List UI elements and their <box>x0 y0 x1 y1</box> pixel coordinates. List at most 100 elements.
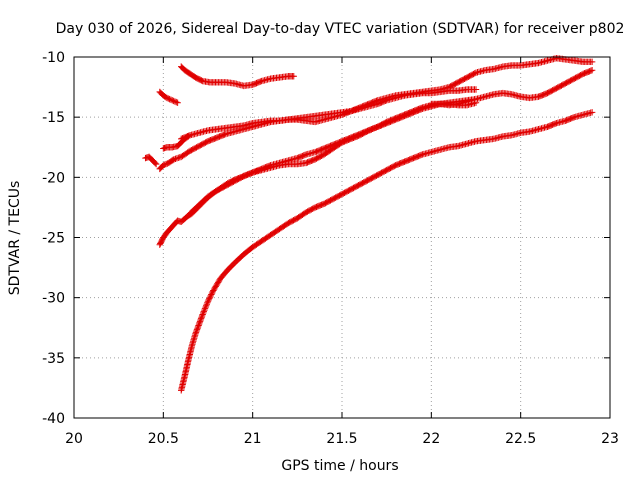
data-point-marker <box>290 73 297 80</box>
data-point-marker <box>588 67 596 74</box>
data-point-marker <box>183 134 191 141</box>
y-axis-label: SDTVAR / TECUs <box>7 181 23 296</box>
data-point-marker <box>161 161 168 168</box>
data-point-marker <box>169 97 176 104</box>
data-point-marker <box>417 151 425 159</box>
x-tick-label: 22.5 <box>505 431 536 447</box>
data-point-marker <box>212 283 219 290</box>
data-point-marker <box>199 311 206 318</box>
data-point-marker <box>171 98 179 105</box>
data-point-marker <box>195 322 202 329</box>
data-point-marker <box>215 277 223 285</box>
series-arc-8 <box>156 88 181 106</box>
data-point-marker <box>417 104 425 112</box>
data-point-marker <box>373 97 380 105</box>
x-tick-label: 23 <box>601 431 619 447</box>
series-arc-1 <box>178 109 596 394</box>
data-point-marker <box>162 160 170 168</box>
data-point-marker <box>588 58 596 66</box>
y-tick-label: -30 <box>42 291 65 307</box>
data-point-marker <box>257 78 264 85</box>
data-point-marker <box>211 284 219 291</box>
data-point-marker <box>221 131 228 138</box>
data-point-marker <box>471 70 478 77</box>
data-point-marker <box>201 305 209 312</box>
data-marks <box>142 55 596 394</box>
data-point-marker <box>203 301 211 308</box>
x-tick-label: 22 <box>422 431 440 447</box>
data-point-marker <box>200 308 208 315</box>
data-point-marker <box>213 281 220 289</box>
data-point-marker <box>174 99 181 106</box>
data-point-marker <box>196 318 204 325</box>
data-point-marker <box>173 98 180 106</box>
x-axis-label: GPS time / hours <box>281 458 398 474</box>
series-arc-9 <box>178 63 297 90</box>
data-point-marker <box>196 319 203 326</box>
data-point-marker <box>206 295 213 302</box>
data-point-marker <box>208 289 216 297</box>
series-arc-7 <box>142 153 160 168</box>
y-tick-label: -20 <box>42 170 65 186</box>
y-tick-label: -40 <box>42 411 65 427</box>
data-point-marker <box>193 326 201 333</box>
data-point-marker <box>200 309 207 317</box>
data-point-marker <box>194 325 201 332</box>
data-point-marker <box>204 298 212 305</box>
chart-title: Day 030 of 2026, Sidereal Day-to-day VTE… <box>56 21 625 37</box>
data-point-marker <box>170 97 177 105</box>
data-point-marker <box>163 94 171 102</box>
data-point-marker <box>551 120 559 127</box>
data-point-marker <box>208 291 215 298</box>
data-point-marker <box>197 316 204 324</box>
data-point-marker <box>192 330 199 337</box>
data-point-marker <box>165 95 172 102</box>
data-point-marker <box>210 285 218 293</box>
x-tick-label: 21 <box>244 431 262 447</box>
data-point-marker <box>160 162 167 169</box>
data-point-marker <box>472 86 480 93</box>
data-point-marker <box>587 67 595 74</box>
data-point-marker <box>206 294 214 301</box>
data-point-marker <box>207 292 214 300</box>
y-tick-label: -10 <box>42 50 65 66</box>
series-arc-10 <box>428 67 596 109</box>
data-point-marker <box>569 114 577 121</box>
data-point-marker <box>193 327 200 335</box>
data-point-marker <box>214 279 222 286</box>
x-tick-label: 21.5 <box>326 431 357 447</box>
data-point-marker <box>198 312 206 320</box>
data-point-marker <box>195 320 203 328</box>
data-point-marker <box>588 109 596 116</box>
data-point-marker <box>209 288 216 295</box>
data-point-marker <box>201 306 208 314</box>
series-arc-6 <box>160 133 192 152</box>
data-point-marker <box>166 95 173 103</box>
data-point-marker <box>248 169 255 177</box>
x-tick-labels: 20 20.5 21 21.5 22 22.5 23 <box>65 431 619 447</box>
data-point-marker <box>202 303 209 311</box>
y-tick-labels: -10 -15 -20 -25 -30 -35 -40 <box>42 50 65 427</box>
data-point-marker <box>197 315 205 322</box>
data-point-marker <box>185 133 192 140</box>
data-point-marker <box>152 159 159 167</box>
series-arc-5 <box>178 55 596 143</box>
y-tick-label: -15 <box>42 110 65 126</box>
y-tick-label: -25 <box>42 231 65 247</box>
data-point-marker <box>203 302 210 309</box>
y-tick-label: -35 <box>42 351 65 367</box>
data-point-marker <box>198 314 205 321</box>
data-point-marker <box>152 160 160 168</box>
data-point-marker <box>192 329 200 336</box>
data-point-marker <box>167 96 175 103</box>
data-point-marker <box>205 296 212 304</box>
data-point-marker <box>214 280 221 287</box>
data-point-marker <box>204 299 211 306</box>
axis-ticks <box>73 56 611 419</box>
data-point-marker <box>301 151 309 159</box>
x-tick-label: 20 <box>65 431 83 447</box>
data-point-marker <box>210 287 217 294</box>
data-point-marker <box>194 323 202 331</box>
x-tick-label: 20.5 <box>148 431 179 447</box>
